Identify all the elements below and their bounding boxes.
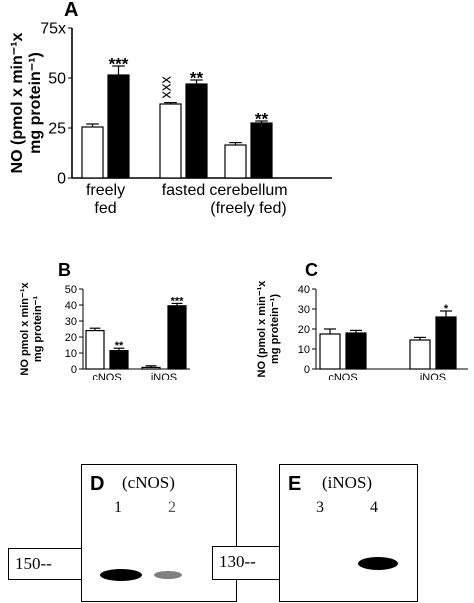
panel-c-category-label: iNOS	[420, 372, 446, 380]
panel-c-label: C	[305, 260, 318, 280]
panel-b-y-tick-label: 50	[65, 284, 77, 296]
band-lane-2	[154, 571, 182, 579]
panel-c-y-tick-label: 20	[298, 324, 310, 336]
panel-c-y-label: mg protein⁻¹)	[269, 294, 281, 364]
panel-b-category-label: cNOS	[92, 372, 121, 380]
panel-c-bar	[435, 316, 457, 370]
blot-panel-d: D (cNOS) 1 2	[81, 464, 237, 602]
panel-a-bar	[81, 126, 104, 179]
panel-b-y-label: mg protein⁻¹	[32, 296, 44, 363]
panel-b-category-label: iNOS	[151, 372, 177, 380]
panel-a-category-label: (freely fed)	[210, 200, 286, 217]
panel-c-y-tick-label: 10	[298, 344, 310, 356]
panel-a-bar	[159, 103, 182, 179]
panel-a-annotation: **	[190, 69, 204, 88]
panel-a-bar	[224, 144, 247, 179]
panel-a-y-label: NO (pmol x min⁻¹x	[9, 32, 26, 173]
panel-a-y-tick-label: 25	[48, 121, 66, 138]
panel-b-bar	[167, 305, 187, 370]
lane-label-4: 4	[370, 499, 378, 516]
panel-c-y-tick-label: 30	[298, 304, 310, 316]
panel-a-y-tick-label: 0	[57, 171, 66, 188]
band-lane-1	[100, 569, 142, 581]
panel-c-category-label: cNOS	[328, 372, 357, 380]
panel-b-y-tick-label: 30	[65, 316, 77, 328]
blot-title-e: (iNOS)	[322, 473, 373, 492]
panel-b-bar	[109, 350, 129, 370]
panel-a-y-label: mg protein⁻¹)	[27, 52, 44, 154]
panel-c-bar	[409, 339, 431, 370]
lane-label-1: 1	[114, 499, 122, 516]
panel-a-bar	[107, 74, 130, 179]
band-lane-4	[358, 557, 398, 570]
lane-label-2: 2	[168, 499, 176, 516]
panel-b-y-tick-label: 0	[71, 364, 77, 376]
panel-b-y-tick-label: 40	[65, 300, 77, 312]
panel-a-category-label: cerebellum	[209, 182, 287, 199]
panel-a-annotation: xxx	[158, 76, 175, 99]
blot-title-d: (cNOS)	[122, 473, 175, 492]
panel-a-category-label: fed	[94, 200, 116, 217]
panel-a-y-tick-label: 50	[48, 71, 66, 88]
panel-c-annotation: *	[444, 303, 449, 315]
panel-c-y-label: NO (pmol x min⁻¹x	[256, 280, 268, 378]
panel-b-y-tick-label: 10	[65, 348, 77, 360]
panel-c-y-tick-label: 0	[304, 364, 310, 376]
panel-a-y-tick-label: 75x	[40, 21, 66, 38]
panel-b-annotation: ***	[171, 295, 185, 307]
panel-b-bar	[141, 366, 161, 370]
panel-a-category-label: fasted	[162, 182, 206, 199]
lane-label-3: 3	[316, 499, 324, 516]
panel-a-category-label: freely	[86, 182, 125, 199]
panel-c-bar	[319, 333, 341, 370]
panel-c-bar	[345, 332, 367, 370]
panel-a-bar	[250, 122, 273, 179]
mw-marker-e: 130--	[212, 546, 280, 580]
panel-b-label: B	[58, 260, 71, 280]
panel-c-y-tick-label: 40	[298, 284, 310, 296]
panel-label-e: E	[288, 473, 302, 495]
panel-a-label: A	[64, 0, 78, 21]
panel-b-y-tick-label: 20	[65, 332, 77, 344]
panel-b-bar	[85, 330, 105, 370]
mw-marker-d: 150--	[8, 548, 82, 580]
panel-a-annotation: **	[255, 110, 269, 129]
panel-b-annotation: **	[115, 340, 124, 352]
panel-a-bar	[185, 83, 208, 179]
panel-b-y-label: NO pmol x min⁻¹x	[19, 282, 31, 376]
panel-label-d: D	[90, 473, 105, 495]
blot-panel-e: E (iNOS) 3 4	[279, 464, 418, 602]
panel-a-annotation: ***	[109, 55, 129, 74]
